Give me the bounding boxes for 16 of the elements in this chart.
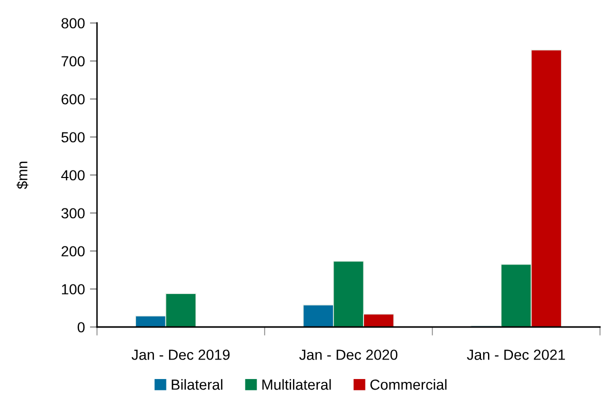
x-tick-label: Jan - Dec 2019 bbox=[132, 350, 230, 360]
y-tick-label: 700 bbox=[62, 56, 85, 66]
y-tick-label: 300 bbox=[61, 208, 85, 218]
legend-label: Commercial bbox=[370, 379, 446, 390]
y-tick-label: 100 bbox=[62, 284, 85, 294]
legend-label: Multilateral bbox=[262, 379, 331, 390]
y-tick-label: 200 bbox=[62, 246, 85, 256]
y-tick-label: 500 bbox=[61, 132, 85, 142]
y-tick-label: 0 bbox=[78, 322, 85, 332]
y-tick-label: 600 bbox=[62, 94, 85, 104]
x-tick-label: Jan - Dec 2020 bbox=[299, 350, 398, 360]
y-tick-label: 400 bbox=[61, 170, 85, 180]
y-tick-label: 800 bbox=[62, 18, 85, 28]
x-tick-label: Jan - Dec 2021 bbox=[466, 350, 565, 360]
legend-label: Bilateral bbox=[172, 379, 222, 390]
y-axis-title: $mn bbox=[16, 162, 28, 190]
